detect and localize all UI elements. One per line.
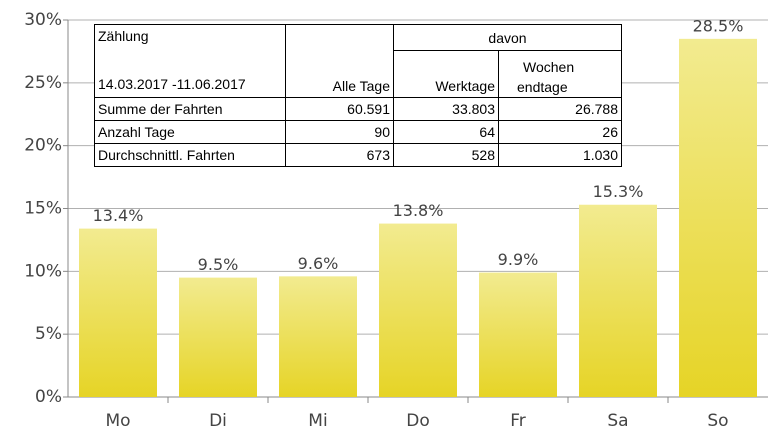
col-all: Alle Tage — [285, 24, 394, 98]
table-value: 528 — [393, 143, 499, 167]
x-tick-label: Do — [406, 411, 430, 431]
table-row: Summe der Fahrten 60.591 33.803 26.788 — [94, 97, 622, 121]
x-tick-label: Sa — [607, 411, 628, 431]
table-value: 33.803 — [393, 97, 499, 121]
bar — [79, 228, 157, 397]
col-weekend: Wochen endtage — [498, 50, 622, 98]
x-tick-label: So — [707, 411, 728, 431]
bar — [279, 276, 357, 397]
row-label: Anzahl Tage — [94, 120, 286, 144]
value-label: 13.4% — [93, 206, 144, 225]
table-row: Durchschnittl. Fahrten 673 528 1.030 — [94, 143, 622, 167]
y-tick-label: 0% — [35, 387, 62, 407]
table-value: 1.030 — [498, 143, 622, 167]
x-tick-label: Fr — [510, 411, 526, 431]
weekend-1: Wochen — [523, 59, 575, 75]
col-weekdays: Werktage — [393, 50, 499, 98]
header-cell: Zählung 14.03.2017 -11.06.2017 — [94, 24, 286, 98]
y-tick-label: 20% — [24, 136, 62, 156]
table-value: 64 — [393, 120, 499, 144]
row-label: Summe der Fahrten — [94, 97, 286, 121]
weekend-2: endtage — [517, 79, 568, 95]
y-tick-label: 15% — [24, 199, 62, 219]
bar — [679, 38, 757, 397]
x-tick-label: Mi — [308, 411, 327, 431]
value-label: 13.8% — [393, 201, 444, 220]
value-label: 9.9% — [498, 250, 539, 269]
bar — [579, 204, 657, 397]
x-tick-label: Di — [209, 411, 227, 431]
x-tick-label: Mo — [105, 411, 130, 431]
table-value: 673 — [285, 143, 394, 167]
table-row: Anzahl Tage 90 64 26 — [94, 120, 622, 144]
table-value: 26 — [498, 120, 622, 144]
summary-table: Zählung 14.03.2017 -11.06.2017 Alle Tage… — [94, 23, 622, 167]
col-group: davon — [393, 23, 622, 52]
y-tick-label: 5% — [35, 324, 62, 344]
row-label: Durchschnittl. Fahrten — [94, 143, 286, 167]
table-value: 90 — [285, 120, 394, 144]
bar — [179, 277, 257, 397]
value-label: 9.5% — [198, 255, 239, 274]
y-tick-label: 30% — [24, 10, 62, 30]
bar — [479, 272, 557, 397]
table-value: 26.788 — [498, 97, 622, 121]
value-label: 15.3% — [593, 182, 644, 201]
y-tick-label: 25% — [24, 73, 62, 93]
table-title: Zählung — [98, 28, 149, 44]
value-label: 9.6% — [298, 254, 339, 273]
period: 14.03.2017 -11.06.2017 — [98, 76, 246, 92]
value-label: 28.5% — [693, 16, 744, 35]
y-tick-label: 10% — [24, 261, 62, 281]
table-value: 60.591 — [285, 97, 394, 121]
bar — [379, 223, 457, 397]
